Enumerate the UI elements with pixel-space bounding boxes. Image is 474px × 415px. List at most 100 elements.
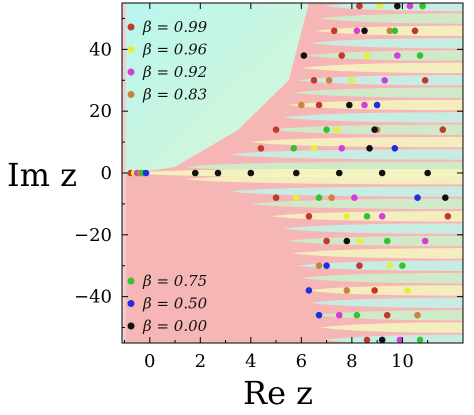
y-tick-label: −40 <box>74 287 112 308</box>
data-point <box>363 52 371 59</box>
data-point <box>444 212 452 220</box>
background-finger <box>230 186 463 197</box>
y-tick-label: 20 <box>89 101 112 122</box>
data-point <box>378 336 386 343</box>
data-point <box>386 262 394 270</box>
data-point <box>247 169 255 177</box>
y-axis-title: Im z <box>7 156 77 194</box>
data-point <box>378 169 386 177</box>
legend-entry: β = 0.96 <box>127 41 208 59</box>
data-point <box>404 287 411 294</box>
data-point <box>343 237 351 245</box>
data-point <box>290 144 298 152</box>
legend-entry: β = 0.83 <box>127 86 207 104</box>
legend-label: β = 0.50 <box>142 295 208 313</box>
background-finger <box>324 334 463 343</box>
data-point <box>394 3 401 10</box>
data-point <box>343 287 351 294</box>
x-tick-label: 6 <box>296 351 307 372</box>
data-point <box>300 52 308 59</box>
data-point <box>330 27 338 35</box>
data-point <box>333 126 341 134</box>
data-point <box>356 237 363 245</box>
y-tick-label: 40 <box>89 39 112 60</box>
data-point <box>142 169 150 177</box>
data-point <box>338 52 346 59</box>
data-point <box>378 212 386 220</box>
background-finger <box>301 62 463 74</box>
background-finger <box>297 75 463 86</box>
background-cyan-region <box>125 3 309 175</box>
data-point <box>353 27 361 35</box>
legend-label: β = 0.00 <box>142 317 208 335</box>
legend-marker <box>127 322 135 330</box>
data-point <box>323 262 330 270</box>
data-point <box>315 311 323 319</box>
x-axis-title: Re z <box>243 374 313 412</box>
data-point <box>191 169 199 177</box>
data-point <box>361 27 368 35</box>
background-finger <box>283 112 463 123</box>
data-point <box>356 3 363 10</box>
data-point <box>292 194 300 202</box>
data-point <box>376 3 383 10</box>
data-point <box>406 3 414 10</box>
data-point <box>396 336 404 343</box>
legend-marker <box>127 23 135 31</box>
x-axis-ticks: 0 2 4 6 8 10 <box>124 3 429 372</box>
data-point <box>371 126 378 134</box>
data-point <box>383 311 391 319</box>
data-point <box>391 144 399 152</box>
data-point <box>310 76 318 84</box>
background-finger <box>297 260 463 271</box>
data-point <box>373 101 381 109</box>
data-point <box>394 52 401 59</box>
y-tick-label: −20 <box>74 225 112 246</box>
legend-label: β = 0.92 <box>142 63 207 81</box>
x-tick-label: 4 <box>245 351 256 372</box>
data-point <box>315 194 323 202</box>
data-point <box>257 144 265 152</box>
background-finger <box>319 13 463 24</box>
legend-marker <box>127 91 135 98</box>
legend: β = 0.99 β = 0.96 β = 0.92 β = 0.83 β = 0.75… <box>127 18 208 335</box>
data-point <box>343 212 351 220</box>
data-point <box>383 237 391 245</box>
legend-entry: β = 0.92 <box>127 63 207 81</box>
background-finger <box>301 272 463 284</box>
data-point <box>292 169 300 177</box>
legend-label: β = 0.96 <box>142 41 208 59</box>
x-tick-label: 8 <box>346 351 357 372</box>
data-point <box>399 262 406 270</box>
data-point <box>353 311 361 319</box>
data-point <box>325 76 333 84</box>
data-point <box>315 101 323 109</box>
data-point <box>346 101 353 109</box>
data-point <box>363 212 371 220</box>
legend-entry: β = 0.50 <box>127 295 208 313</box>
data-point <box>335 169 343 177</box>
data-point <box>323 237 330 245</box>
background-finger <box>230 149 463 160</box>
x-tick-label: 10 <box>391 351 414 372</box>
background-finger <box>287 235 463 247</box>
data-point <box>305 212 313 220</box>
legend-entry: β = 0.00 <box>127 317 208 335</box>
data-point <box>421 237 429 245</box>
data-point <box>411 27 419 35</box>
data-point <box>363 336 371 343</box>
data-point <box>391 27 399 35</box>
background-finger <box>271 124 463 135</box>
background-finger <box>306 50 463 61</box>
y-tick-label: 0 <box>101 163 112 184</box>
background-finger <box>292 248 463 259</box>
background-finger <box>250 198 463 210</box>
legend-label: β = 0.75 <box>142 272 207 290</box>
legend-entry: β = 0.99 <box>127 18 208 36</box>
data-point <box>416 336 424 343</box>
background-finger <box>310 297 463 309</box>
data-point <box>305 287 313 294</box>
background-finger <box>292 87 463 98</box>
data-point <box>214 169 222 177</box>
data-point <box>272 194 280 202</box>
